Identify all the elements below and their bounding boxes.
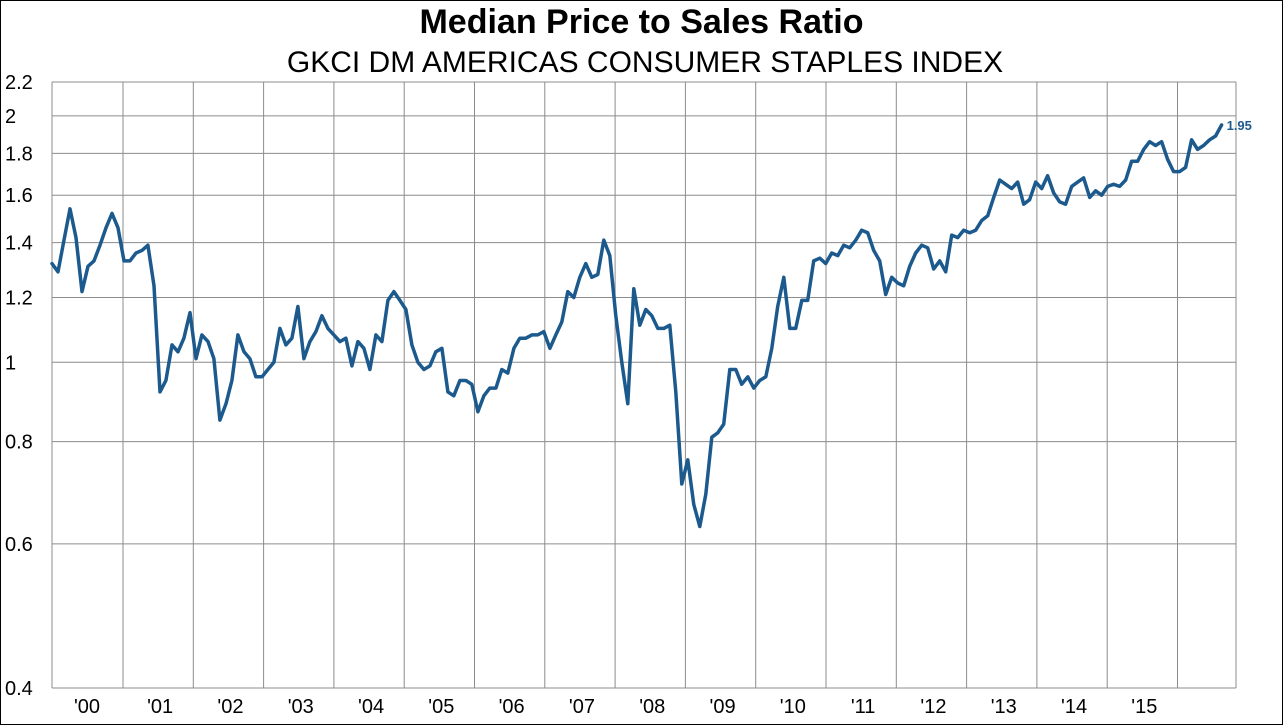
x-tick-label: '07 bbox=[569, 696, 595, 718]
x-tick-label: '06 bbox=[499, 696, 525, 718]
y-tick-label: 1.2 bbox=[5, 287, 33, 309]
y-tick-label: 0.8 bbox=[5, 432, 33, 454]
y-tick-label: 2.2 bbox=[5, 72, 33, 94]
chart-title: Median Price to Sales Ratio bbox=[419, 3, 864, 41]
x-tick-label: '08 bbox=[639, 696, 665, 718]
y-tick-label: 2 bbox=[5, 106, 16, 128]
end-value-label: 1.95 bbox=[1227, 118, 1252, 133]
x-tick-label: '12 bbox=[920, 696, 946, 718]
y-tick-label: 0.4 bbox=[5, 678, 33, 700]
x-tick-label: '05 bbox=[428, 696, 454, 718]
y-tick-label: 0.6 bbox=[5, 534, 33, 556]
x-tick-label: '00 bbox=[74, 696, 100, 718]
series-line bbox=[50, 123, 1224, 529]
x-tick-label: '04 bbox=[358, 696, 384, 718]
y-tick-label: 1.6 bbox=[5, 185, 33, 207]
y-tick-label: 1.4 bbox=[5, 233, 33, 255]
x-tick-label: '11 bbox=[851, 696, 876, 718]
x-tick-label: '13 bbox=[991, 696, 1017, 718]
y-tick-label: 1.8 bbox=[5, 143, 33, 165]
chart-subtitle: GKCI DM AMERICAS CONSUMER STAPLES INDEX bbox=[286, 46, 1004, 79]
y-tick-label: 1 bbox=[5, 352, 16, 374]
x-tick-label: '03 bbox=[288, 696, 314, 718]
x-tick-label: '14 bbox=[1061, 696, 1087, 718]
x-tick-label: '09 bbox=[710, 696, 736, 718]
x-tick-label: '02 bbox=[217, 696, 243, 718]
x-tick-label: '10 bbox=[780, 696, 806, 718]
x-tick-label: '15 bbox=[1131, 696, 1157, 718]
x-tick-label: '01 bbox=[147, 696, 173, 718]
